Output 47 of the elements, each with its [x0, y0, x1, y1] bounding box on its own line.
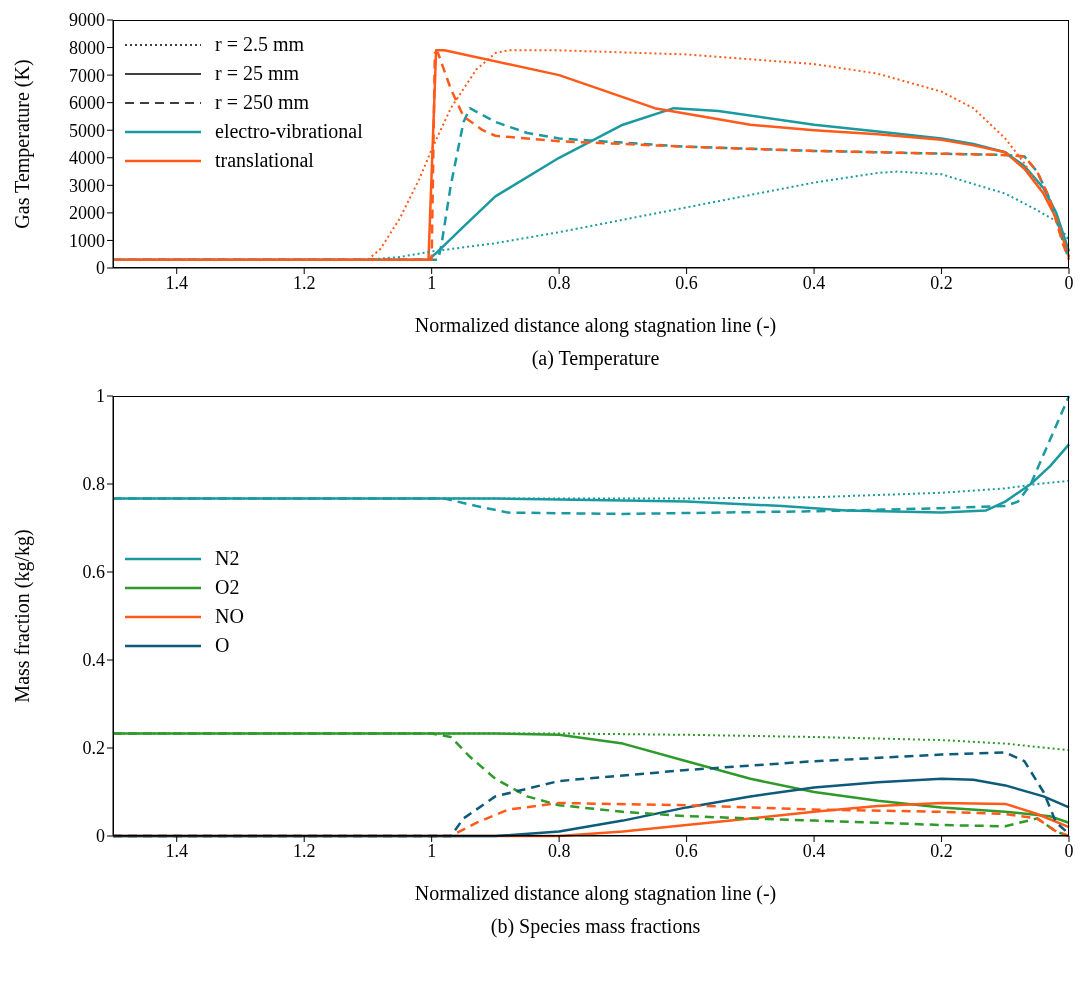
y-tick-label: 5000 [69, 120, 105, 141]
x-tick-label: 1 [427, 840, 437, 861]
x-tick-label: 0.6 [675, 272, 698, 293]
y-axis-title: Mass fraction (kg/kg) [10, 529, 34, 703]
x-tick-label: 0.8 [547, 272, 571, 293]
x-tick-label: 0.6 [675, 840, 698, 861]
y-tick-label: 9000 [69, 10, 105, 31]
y-tick-label: 4000 [69, 148, 105, 169]
text: (a) Temperature [530, 347, 661, 370]
y-tick-label: 7000 [69, 65, 105, 86]
x-tick-label: 0.4 [802, 840, 826, 861]
x-tick-label: 0.8 [547, 840, 571, 861]
y-tick-label: 3000 [69, 175, 105, 196]
y-tick-label: 0 [96, 826, 105, 847]
y-tick-label: 0.2 [82, 738, 105, 759]
x-tick-label: 0 [1064, 840, 1074, 861]
y-tick-label: 8000 [69, 37, 105, 58]
x-tick-label: 0.4 [802, 272, 826, 293]
y-tick-label: 2000 [69, 203, 105, 224]
legend-label: O2 [215, 575, 240, 600]
x-tick-label: 1.4 [165, 840, 188, 861]
y-tick-label: 0.6 [82, 562, 105, 583]
legend-label: r = 25 mm [215, 61, 300, 86]
x-tick-label: 1.2 [292, 840, 316, 861]
legend-label: N2 [215, 546, 240, 571]
x-axis-title: Normalized distance along stagnation line (-) [413, 882, 778, 905]
x-axis-title: Normalized distance along stagnation line (-) [413, 314, 778, 337]
x-tick-label: 1.2 [292, 272, 316, 293]
y-tick-label: 0 [96, 258, 105, 279]
legend-label: translational [215, 148, 314, 173]
x-tick-label: 0.2 [930, 272, 953, 293]
legend-label: O [215, 633, 230, 658]
text: (b) Species mass fractions [489, 915, 702, 938]
y-tick-label: 1000 [69, 230, 105, 251]
x-tick-label: 0 [1064, 272, 1074, 293]
legend-label: r = 2.5 mm [215, 32, 305, 57]
x-tick-label: 0.2 [930, 840, 953, 861]
y-tick-label: 6000 [69, 93, 105, 114]
legend-label: electro-vibrational [215, 119, 363, 144]
x-tick-label: 1.4 [165, 272, 188, 293]
y-axis-title: Gas Temperature (K) [10, 59, 34, 229]
y-tick-label: 0.4 [82, 650, 105, 671]
legend-label: r = 250 mm [215, 90, 310, 115]
y-tick-label: 1 [96, 386, 105, 407]
y-tick-label: 0.8 [82, 474, 105, 495]
legend-label: NO [215, 604, 244, 629]
x-tick-label: 1 [427, 272, 437, 293]
